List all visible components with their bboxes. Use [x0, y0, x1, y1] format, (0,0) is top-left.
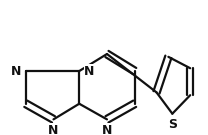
- Text: S: S: [168, 118, 177, 131]
- Text: N: N: [102, 124, 112, 135]
- Text: N: N: [10, 65, 21, 77]
- Text: N: N: [48, 124, 59, 135]
- Text: N: N: [84, 65, 95, 77]
